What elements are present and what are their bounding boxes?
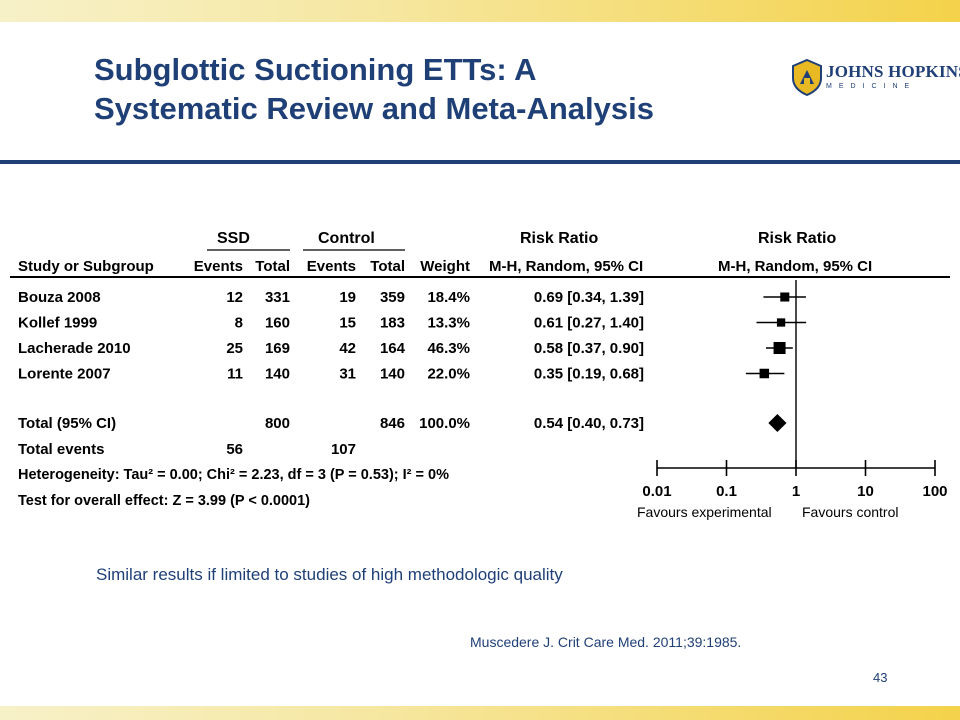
ci-text-cell: 0.35 [0.19, 0.68] [534,366,644,383]
title-divider [0,160,960,164]
ssd-total-cell: 160 [265,315,290,332]
effect-square [776,318,786,327]
x-tick-label: 0.01 [642,483,671,500]
total-events-ssd: 56 [226,441,243,458]
ctrl-events-cell: 19 [339,289,356,306]
col-ssd-total: Total [255,258,290,275]
overall-effect-text: Test for overall effect: Z = 3.99 (P < 0… [18,493,310,509]
weight-cell: 18.4% [427,289,470,306]
note-text: Similar results if limited to studies of… [96,565,563,584]
page-number: 43 [873,670,888,685]
forest-plot-area: 0.01 0.1 1 10 100 [642,280,948,500]
ssd-events-cell: 8 [235,315,243,332]
col-ctrl-events: Events [307,258,356,275]
ctrl-events-cell: 15 [339,315,356,332]
col-ssd-events: Events [194,258,243,275]
shield-icon [792,58,822,97]
col-weight: Weight [420,258,470,275]
x-tick-label: 1 [792,483,800,500]
ssd-events-cell: 25 [226,340,243,357]
weight-cell: 46.3% [427,340,470,357]
effect-square [759,368,770,379]
total-events-label: Total events [18,441,104,458]
ctrl-total-cell: 164 [380,340,406,357]
col-method-plot: M-H, Random, 95% CI [718,258,872,275]
header-control: Control [318,230,375,247]
ci-text-cell: 0.58 [0.37, 0.90] [534,340,644,357]
ssd-total-cell: 140 [265,366,290,383]
header-ssd: SSD [217,230,250,247]
ssd-events-cell: 11 [227,366,243,383]
col-study: Study or Subgroup [18,258,154,275]
ctrl-events-cell: 42 [339,340,356,357]
header-risk-ratio: Risk Ratio [520,230,598,247]
col-ctrl-total: Total [370,258,405,275]
title-line-2: Systematic Review and Meta-Analysis [94,91,654,126]
ci-text-cell: 0.69 [0.34, 1.39] [534,289,644,306]
ssd-events-cell: 12 [226,289,243,306]
citation-text: Muscedere J. Crit Care Med. 2011;39:1985… [470,634,742,650]
study-name: Lorente 2007 [18,366,111,383]
total-ssd-total: 800 [265,415,290,432]
bottom-gradient-bar [0,706,960,720]
effect-square [780,292,790,302]
slide-title: Subglottic Suctioning ETTs: A Systematic… [94,50,774,128]
study-name: Lacherade 2010 [18,340,131,357]
top-gradient-bar [0,0,960,22]
study-rows: Bouza 2008 12 331 19 359 18.4% 0.69 [0.34, 1.3… [18,289,644,383]
logo-subtext: MEDICINE [826,83,917,90]
ctrl-total-cell: 140 [380,366,405,383]
pooled-effect-diamond [768,414,787,432]
logo-text: JOHNS HOPKINS [826,62,960,81]
total-events-ctrl: 107 [331,441,356,458]
forest-plot: SSD Control Risk Ratio Risk Ratio Study … [10,230,950,520]
total-label: Total (95% CI) [18,415,116,432]
total-ci-text: 0.54 [0.40, 0.73] [534,415,644,432]
study-name: Kollef 1999 [18,315,97,332]
total-weight: 100.0% [419,415,470,432]
ctrl-events-cell: 31 [339,366,356,383]
ctrl-total-cell: 183 [380,315,405,332]
johns-hopkins-logo: JOHNS HOPKINS MEDICINE [790,58,960,98]
x-tick-label: 10 [857,483,874,500]
ssd-total-cell: 169 [265,340,290,357]
header-risk-ratio-plot: Risk Ratio [758,230,836,247]
weight-cell: 13.3% [427,315,470,332]
x-tick-label: 0.1 [716,483,737,500]
total-ctrl-total: 846 [380,415,405,432]
effect-square [773,342,786,354]
study-name: Bouza 2008 [18,289,101,306]
ci-text-cell: 0.61 [0.27, 1.40] [534,315,644,332]
heterogeneity-text: Heterogeneity: Tau² = 0.00; Chi² = 2.23,… [18,467,449,483]
ctrl-total-cell: 359 [380,289,405,306]
ssd-total-cell: 331 [265,289,290,306]
favours-right-label: Favours control [802,504,898,520]
x-tick-label: 100 [922,483,947,500]
weight-cell: 22.0% [427,366,470,383]
title-line-1: Subglottic Suctioning ETTs: A [94,52,537,87]
favours-left-label: Favours experimental [637,504,772,520]
forest-plot-figure: SSD Control Risk Ratio Risk Ratio Study … [0,222,960,532]
col-method: M-H, Random, 95% CI [489,258,643,275]
